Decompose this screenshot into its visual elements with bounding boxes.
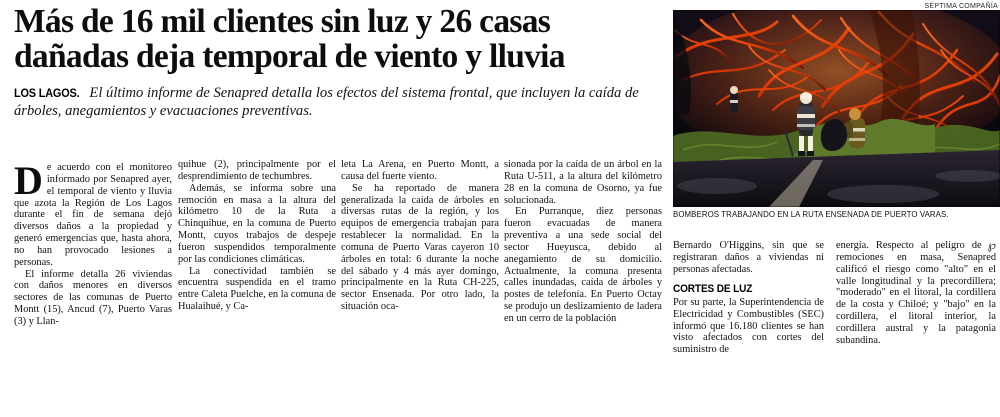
paragraph: Se ha reportado de manera generalizada l… xyxy=(341,182,499,313)
deck-text: El último informe de Senapred detalla lo… xyxy=(14,85,639,119)
photo-caption: BOMBEROS TRABAJANDO EN LA RUTA ENSENADA … xyxy=(673,210,949,219)
paragraph: La conectividad también se encuentra sus… xyxy=(178,265,336,313)
headline-line-1: Más de 16 mil clientes sin luz y 26 casa… xyxy=(14,3,551,40)
headline-block: Más de 16 mil clientes sin luz y 26 casa… xyxy=(14,4,669,120)
paragraph: Por su parte, la Superintendencia de Ele… xyxy=(673,296,824,356)
article-deck: LOS LAGOS. El último informe de Senapred … xyxy=(14,85,669,120)
paragraph-text: energía. Respecto al peligro de remocion… xyxy=(836,240,996,346)
photo-credit: SÉPTIMA COMPAÑÍA xyxy=(924,1,998,10)
paragraph: sionada por la caída de un árbol en la R… xyxy=(504,159,662,206)
firefighter-figure xyxy=(797,92,815,156)
body-column-4: sionada por la caída de un árbol en la R… xyxy=(504,159,662,325)
page-title: Más de 16 mil clientes sin luz y 26 casa… xyxy=(14,4,669,74)
paragraph: En Purranque, diez personas fueron evacu… xyxy=(504,206,662,324)
paragraph: El informe detalla 26 viviendas con daño… xyxy=(14,268,172,327)
body-column-5: Bernardo O'Higgins, sin que se registrar… xyxy=(673,240,824,356)
drop-cap: D xyxy=(14,158,43,203)
section-subheading: CORTES DE LUZ xyxy=(673,282,753,295)
paragraph: ℘ energía. Respecto al peligro de remocio… xyxy=(836,238,996,347)
paragraph: leta La Arena, en Puerto Montt, a causa … xyxy=(341,159,499,182)
photo-illustration xyxy=(673,10,1000,207)
body-column-6: ℘ energía. Respecto al peligro de remocio… xyxy=(836,238,996,347)
article-photo xyxy=(673,10,1000,207)
firefighter-figure xyxy=(730,86,738,112)
body-column-2: quihue (2), principalmente por el despre… xyxy=(178,159,336,313)
paragraph-text: e acuerdo con el monitoreo informado por… xyxy=(14,162,172,268)
deck-kicker: LOS LAGOS. xyxy=(14,86,80,100)
paragraph: quihue (2), principalmente por el despre… xyxy=(178,159,336,182)
headline-line-2: dañadas deja temporal de viento y lluvia xyxy=(14,38,566,75)
body-column-3: leta La Arena, en Puerto Montt, a causa … xyxy=(341,159,499,313)
paragraph: Además, se informa sobre una remoción en… xyxy=(178,182,336,265)
end-mark-ornament: ℘ xyxy=(987,238,996,252)
paragraph: Bernardo O'Higgins, sin que se registrar… xyxy=(673,240,824,275)
